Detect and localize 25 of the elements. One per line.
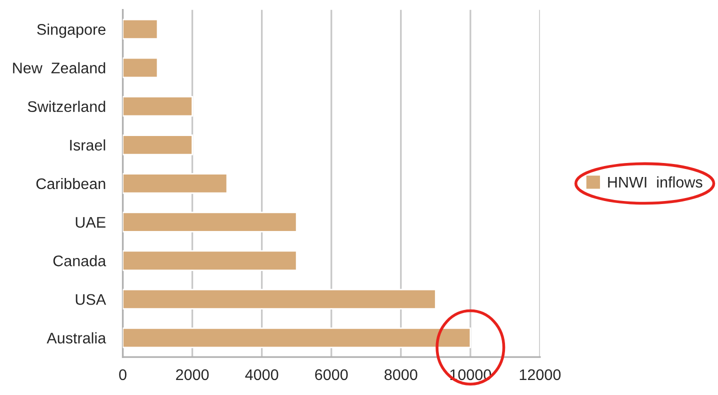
- x-tick-label: 6000: [315, 369, 348, 380]
- x-tick-label: 4000: [245, 369, 278, 380]
- bar: [122, 250, 298, 271]
- y-tick-label: UAE: [76, 217, 106, 228]
- x-tick-label: 2000: [176, 369, 209, 380]
- bar: [122, 173, 228, 194]
- bar: [122, 134, 193, 156]
- bar: [122, 212, 298, 232]
- bar: [122, 96, 193, 117]
- y-tick-label: USA: [76, 294, 106, 305]
- x-tick-label: 0: [119, 369, 126, 380]
- y-tick-label: Singapore: [37, 24, 106, 38]
- bar: [122, 327, 472, 348]
- y-tick-label: Canada: [53, 255, 106, 266]
- y-tick-label: Australia: [46, 332, 106, 344]
- x-tick-label: 12000: [520, 369, 561, 380]
- y-tick-label: Israel: [70, 139, 106, 151]
- y-tick-label: Caribbean: [36, 178, 106, 190]
- y-tick-label: New Zealand: [13, 62, 106, 74]
- bar: [122, 57, 158, 78]
- bar: [122, 18, 158, 40]
- bar: [122, 288, 436, 310]
- legend-label: HNWI inflows: [608, 176, 702, 188]
- x-tick-label: 8000: [384, 369, 418, 380]
- y-tick-label: Switzerland: [28, 100, 106, 112]
